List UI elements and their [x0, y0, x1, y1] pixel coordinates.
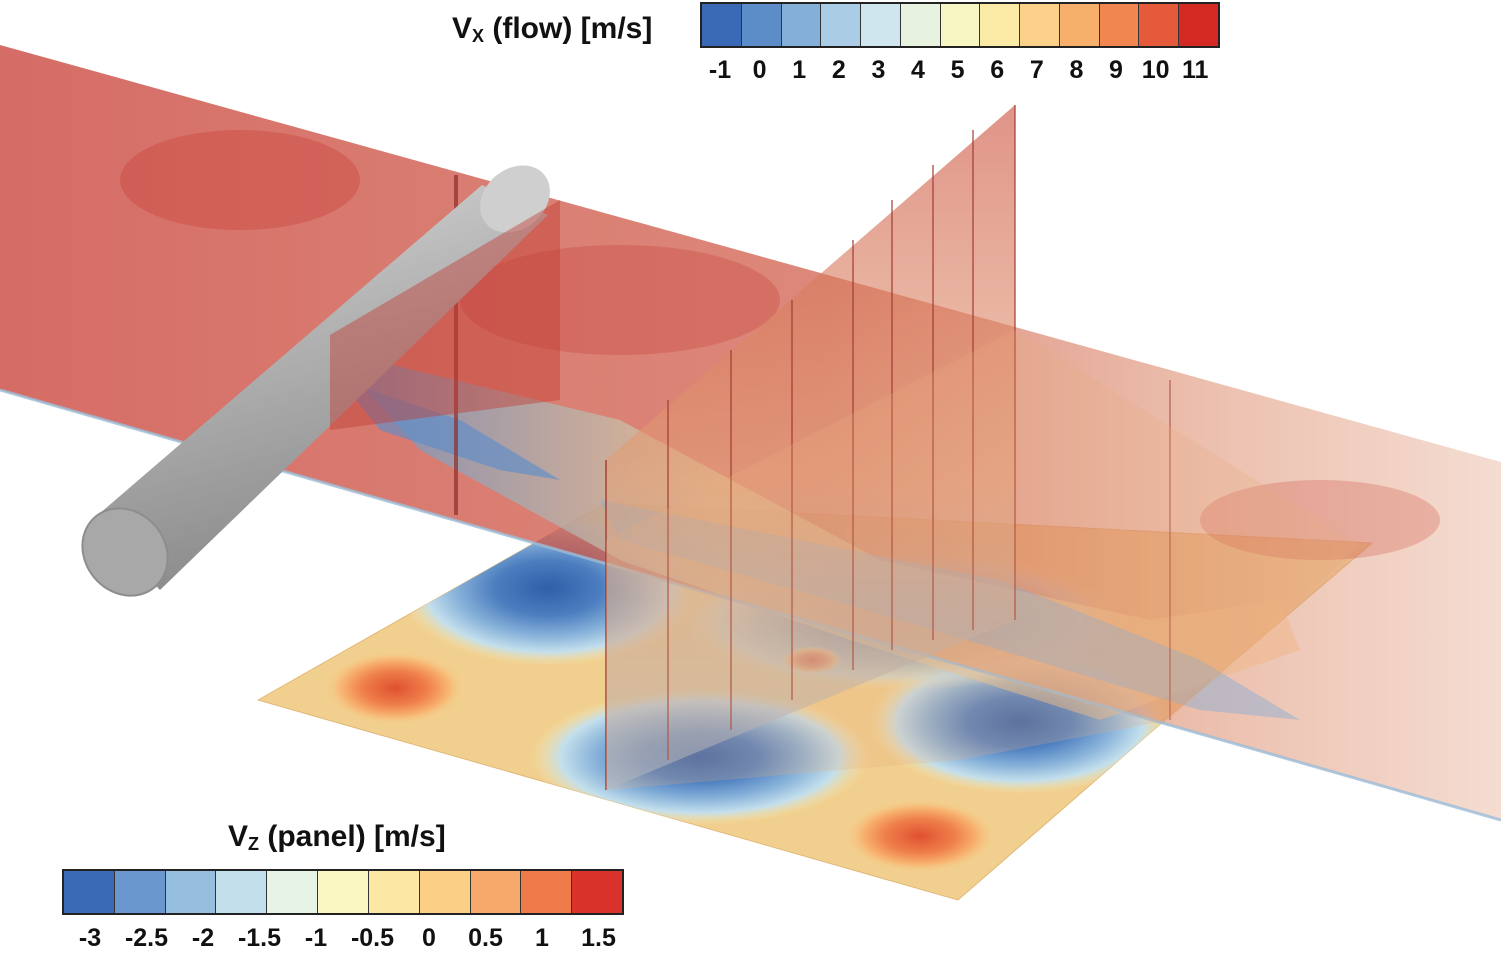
- flow-colorbar-swatch: [781, 4, 822, 46]
- panel-colorbar-swatch: [114, 871, 166, 913]
- flow-colorbar-swatch: [1099, 4, 1140, 46]
- flow-colorbar-tick-label: 9: [1109, 56, 1123, 84]
- flow-colorbar-tick-label: -1: [708, 56, 732, 84]
- panel-colorbar-tick-label: -0.5: [350, 924, 395, 952]
- panel-high-pressure-cell: [842, 798, 998, 874]
- flow-colorbar-tick-label: 2: [831, 56, 846, 84]
- flow-colorbar-title: VX (flow) [m/s]: [452, 12, 653, 46]
- flow-colorbar-swatch: [1139, 4, 1180, 46]
- flow-colorbar-tick-label: 4: [911, 56, 925, 84]
- flow-colorbar-swatch: [900, 4, 941, 46]
- panel-colorbar-tick-label: 0.5: [468, 924, 503, 952]
- flow-colorbar: [700, 2, 1220, 48]
- panel-colorbar-tick-label: -2: [191, 924, 215, 952]
- flow-colorbar-tick-label: 8: [1069, 56, 1084, 84]
- flow-colorbar-swatch: [980, 4, 1021, 46]
- panel-colorbar-tick-label: -3: [78, 924, 102, 952]
- flow-colorbar-swatch: [821, 4, 862, 46]
- panel-colorbar: [62, 869, 624, 915]
- panel-colorbar-swatch: [267, 871, 319, 913]
- panel-colorbar-swatch: [216, 871, 268, 913]
- flow-colorbar-swatch: [1059, 4, 1100, 46]
- flow-colorbar-swatch: [1179, 4, 1218, 46]
- panel-colorbar-title: VZ (panel) [m/s]: [228, 820, 446, 854]
- flow-colorbar-swatch: [1020, 4, 1060, 46]
- panel-colorbar-swatch: [64, 871, 115, 913]
- flow-colorbar-tick-label: 10: [1141, 56, 1170, 84]
- panel-colorbar-swatch: [521, 871, 573, 913]
- flow-colorbar-tick-label: 1: [792, 56, 807, 84]
- panel-colorbar-tick-label: -1: [304, 924, 328, 952]
- flow-slice-overlay: [330, 200, 560, 430]
- flow-colorbar-tick-label: 11: [1181, 56, 1209, 84]
- panel-colorbar-swatch: [165, 871, 217, 913]
- flow-colorbar-swatch: [741, 4, 782, 46]
- flow-colorbar-swatch: [861, 4, 901, 46]
- flow-colorbar-tick-label: 5: [950, 56, 965, 84]
- panel-colorbar-swatch: [368, 871, 420, 913]
- flow-colorbar-tick-label: 3: [871, 56, 886, 84]
- cylinder-body: [81, 165, 550, 597]
- vertical-slice-planes: [454, 105, 1360, 790]
- panel-high-pressure-cell: [323, 650, 467, 726]
- flow-colorbar-swatch: [940, 4, 981, 46]
- panel-colorbar-tick-label: -1.5: [237, 924, 282, 952]
- flow-colorbar-tick-label: 6: [990, 56, 1005, 84]
- panel-colorbar-tick-label: 0: [422, 924, 436, 952]
- panel-colorbar-tick-label: 1: [535, 924, 549, 952]
- panel-colorbar-tick-label: 1.5: [581, 924, 616, 952]
- flow-colorbar-swatch: [702, 4, 742, 46]
- flow-colorbar-tick-label: 0: [752, 56, 767, 84]
- flow-colorbar-tick-label: 7: [1029, 56, 1044, 84]
- panel-colorbar-swatch: [318, 871, 369, 913]
- panel-colorbar-swatch: [419, 871, 471, 913]
- panel-colorbar-swatch: [572, 871, 622, 913]
- panel-colorbar-swatch: [470, 871, 522, 913]
- panel-colorbar-tick-label: -2.5: [124, 924, 169, 952]
